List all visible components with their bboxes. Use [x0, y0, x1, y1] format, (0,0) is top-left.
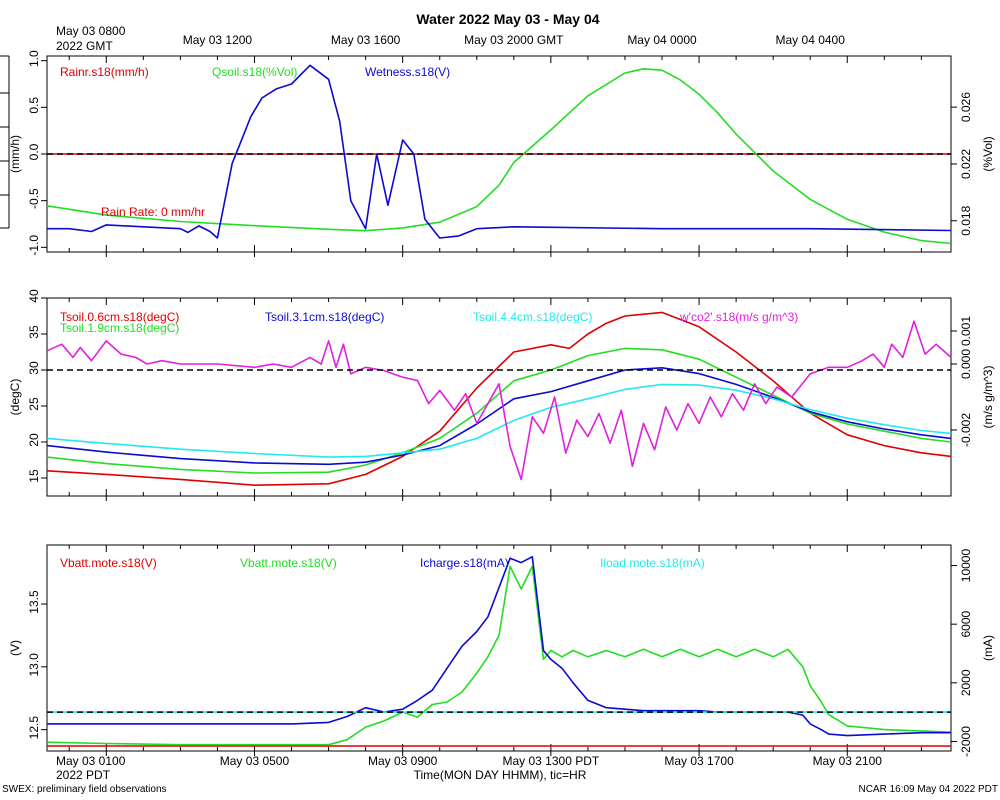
- bottom-axis-label: May 03 1700: [664, 754, 734, 768]
- y-left-tick-label: -1.0: [27, 235, 41, 256]
- series-line-blue: [47, 555, 951, 737]
- top-axis-label: May 04 0000: [627, 33, 697, 47]
- y-right-tick-label: -2000: [959, 726, 973, 757]
- panel-bottom: 13.5 13.0 12.5 10000 6000 2000 -2000 (V) (mA) Vba…: [8, 544, 995, 757]
- series-line-green: [46, 347, 952, 474]
- bottom-axis-labels: May 03 0100 May 03 0500 May 03 0900 May 03 …: [56, 754, 882, 768]
- footer-left: SWEX: preliminary field observations: [2, 784, 167, 795]
- legend-entry: Wetness.s18(V): [365, 65, 450, 79]
- y-left-tick-label: 12.5: [27, 716, 41, 740]
- legend-entry: Vbatt.mote.s18(V): [240, 556, 337, 570]
- y-left-tick-label: 15: [27, 469, 41, 483]
- footer-right: NCAR 16:09 May 04 2022 PDT: [858, 784, 998, 795]
- y-left-tick-label: 40: [27, 289, 41, 303]
- top-axis-label: May 03 2000 GMT: [464, 33, 564, 47]
- chart-title: Water 2022 May 03 - May 04: [416, 11, 599, 27]
- y-right-axis-label: (%Vol): [981, 136, 995, 171]
- series-line-cyan: [46, 383, 952, 458]
- y-left-tick-label: 13.5: [27, 590, 41, 614]
- bottom-axis-label: May 03 1300 PDT: [503, 754, 600, 768]
- bottom-axis-label: May 03 0900: [368, 754, 438, 768]
- series-line-green: [46, 68, 952, 245]
- y-left-tick-label: 35: [27, 325, 41, 339]
- top-axis-label: May 04 0400: [776, 33, 846, 47]
- panel-middle: 40 35 30 25 20 15 0.001 0.000 -0.002 (degC) (m/s g…: [8, 289, 995, 501]
- series-line-green: [46, 565, 952, 746]
- bottom-axis-year-label: 2022 PDT: [56, 768, 111, 782]
- top-axis-first-label-line2: 2022 GMT: [56, 39, 113, 53]
- legend-entry: w'co2'.s18(m/s g/m^3): [679, 310, 798, 324]
- y-right-tick-label: 0.018: [959, 205, 973, 235]
- y-right-tick-label: 0.026: [959, 92, 973, 122]
- legend-entry: Tsoil.3.1cm.s18(degC): [265, 310, 384, 324]
- y-right-tick-label: 0.001: [959, 316, 973, 346]
- legend-entry: Rainr.s18(mm/h): [60, 65, 149, 79]
- y-left-tick-label: 20: [27, 433, 41, 447]
- bottom-axis-label: May 03 0100: [56, 754, 126, 768]
- legend-entry: Tsoil.4.4cm.s18(degC): [473, 310, 592, 324]
- series-line-red: [46, 311, 952, 487]
- y-left-tick-label: 13.0: [27, 653, 41, 677]
- legend-entry: Tsoil.0.6cm.s18(degC): [60, 310, 179, 324]
- series-line-blue: [47, 64, 952, 239]
- y-left-tick-label: 25: [27, 397, 41, 411]
- top-axis-label: May 03 1600: [331, 33, 401, 47]
- top-axis-label: May 03 1200: [183, 33, 253, 47]
- y-left-axis-label: (degC): [8, 379, 22, 416]
- legend-entry: Iload.mote.s18(mA): [600, 556, 705, 570]
- y-right-tick-label: 6000: [959, 611, 973, 638]
- y-left-tick-label: 1.0: [27, 50, 41, 67]
- y-right-tick-label: 10000: [959, 549, 973, 583]
- series-line-magenta: [46, 320, 952, 481]
- bottom-axis-label: May 03 2100: [813, 754, 883, 768]
- y-left-tick-label: 30: [27, 361, 41, 375]
- y-left-axis-label: (mm/h): [8, 135, 22, 173]
- y-left-axis-label: (V): [8, 640, 22, 656]
- panel-frame: [46, 297, 952, 497]
- y-left-tick-label: 0.0: [27, 143, 41, 160]
- bottom-axis-label: May 03 0500: [220, 754, 290, 768]
- y-right-tick-label: -0.002: [959, 413, 973, 447]
- panel-top: 1.0 0.5 0.0 -0.5 -1.0 0.026 0.022 0.018 (mm/h) (%…: [8, 50, 995, 257]
- top-axis-labels: May 03 1200 May 03 1600 May 03 2000 GMT May…: [183, 33, 845, 47]
- x-axis-label: Time(MON DAY HHMM), tic=HR: [414, 768, 587, 782]
- y-left-tick-label: -0.5: [27, 188, 41, 209]
- legend-entry: Qsoil.s18(%Vol): [212, 65, 297, 79]
- y-left-tick-label: 0.5: [27, 97, 41, 114]
- y-right-axis-label: (mA): [981, 635, 995, 661]
- series-line-blue: [46, 366, 952, 466]
- legend-entry: Tsoil.1.9cm.s18(degC): [60, 321, 179, 335]
- y-right-tick-label: 0.000: [959, 349, 973, 379]
- legend-entry: Icharge.s18(mA): [420, 556, 509, 570]
- y-right-tick-label: 2000: [959, 669, 973, 696]
- y-right-axis-label: (m/s g/m^3): [981, 366, 995, 429]
- left-bracket-marks: [0, 55, 10, 229]
- legend-entry: Vbatt.mote.s18(V): [60, 556, 157, 570]
- y-right-tick-label: 0.022: [959, 149, 973, 179]
- panel-frame: [46, 544, 952, 752]
- top-axis-first-label-line1: May 03 0800: [56, 24, 126, 38]
- annotation-rain-rate: Rain Rate: 0 mm/hr: [101, 205, 205, 219]
